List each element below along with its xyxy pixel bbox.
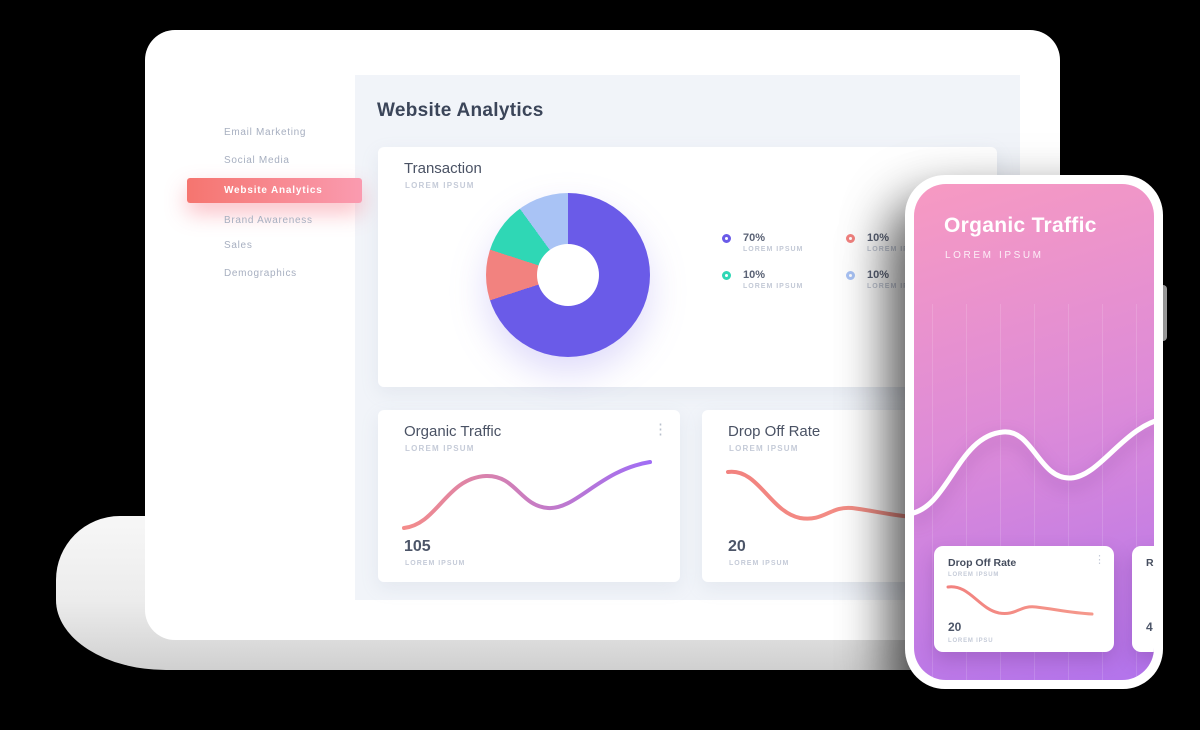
gridline [932, 304, 933, 680]
metric-value: 105 [404, 538, 431, 555]
metric-value: 20 [728, 538, 746, 555]
card-subtitle: LOREM IPSUM [405, 444, 475, 453]
donut-hole [537, 244, 599, 306]
kebab-menu-icon[interactable]: ⋮ [1094, 554, 1105, 566]
card-title: Transaction [404, 160, 482, 177]
phone-line-chart [914, 418, 1154, 516]
gridline [1034, 304, 1035, 680]
legend-label: LOREM IPSUM [743, 283, 804, 290]
legend-dot-icon [722, 234, 731, 243]
gridline [1000, 304, 1001, 680]
phone-title: Organic Traffic [944, 214, 1097, 237]
card-subtitle: LOREM IPSUM [405, 181, 475, 190]
kebab-menu-icon[interactable]: ⋮ [653, 421, 668, 438]
phone-card-partial: R 4 [1132, 546, 1154, 652]
page-title: Website Analytics [377, 100, 544, 121]
legend-label: LOREM IPSUM [743, 246, 804, 253]
organic-traffic-card: Organic Traffic LOREM IPSUM ⋮ 105 LOREM … [378, 410, 680, 582]
card-title: R [1146, 557, 1154, 569]
legend-dot-icon [846, 234, 855, 243]
legend-percent: 10% [867, 232, 890, 244]
metric-label: LOREM IPSUM [405, 560, 466, 567]
sidebar-item-social-media[interactable]: Social Media [224, 155, 290, 166]
sidebar-item-email-marketing[interactable]: Email Marketing [224, 127, 307, 138]
card-subtitle: LOREM IPSUM [729, 444, 799, 453]
legend-percent: 70% [743, 232, 766, 244]
sidebar-item-sales[interactable]: Sales [224, 240, 253, 251]
phone-dropoff-line-chart [946, 585, 1094, 616]
legend-dot-icon [722, 271, 731, 280]
metric-label: LOREM IPSUM [729, 560, 790, 567]
card-title: Drop Off Rate [728, 423, 821, 440]
legend-percent: 10% [743, 269, 766, 281]
phone-side-button [1159, 285, 1167, 341]
gridline [966, 304, 967, 680]
sidebar-item-label: Website Analytics [224, 185, 323, 196]
phone: Organic Traffic LOREM IPSUM Drop Off Rat… [905, 175, 1167, 689]
legend-label: LOREM IPSUM [867, 283, 928, 290]
gridline [1068, 304, 1069, 680]
phone-card-dropoff: Drop Off Rate LOREM IPSUM ⋮ 20 LOREM IPS… [934, 546, 1114, 652]
donut-chart [486, 193, 650, 357]
metric-label: LOREM IPSU [948, 638, 994, 644]
card-title: Organic Traffic [404, 423, 502, 440]
legend-percent: 10% [867, 269, 890, 281]
card-subtitle: LOREM IPSUM [948, 572, 1000, 578]
gridline [1102, 304, 1103, 680]
phone-subtitle: LOREM IPSUM [945, 250, 1044, 261]
metric-value: 20 [948, 620, 962, 634]
sidebar-item-website-analytics[interactable]: Website Analytics [187, 178, 362, 203]
card-title: Drop Off Rate [948, 557, 1017, 569]
phone-screen: Organic Traffic LOREM IPSUM Drop Off Rat… [914, 184, 1154, 680]
metric-value: 4 [1146, 620, 1153, 634]
organic-line-chart [402, 460, 652, 530]
sidebar-item-demographics[interactable]: Demographics [224, 268, 297, 279]
legend-label: LOREM IPSUM [867, 246, 928, 253]
legend-dot-icon [846, 271, 855, 280]
transaction-card: Transaction LOREM IPSUM 70% LOREM IPSUM … [378, 147, 997, 387]
gridline [1136, 304, 1137, 680]
sidebar-item-brand-awareness[interactable]: Brand Awareness [224, 215, 313, 226]
